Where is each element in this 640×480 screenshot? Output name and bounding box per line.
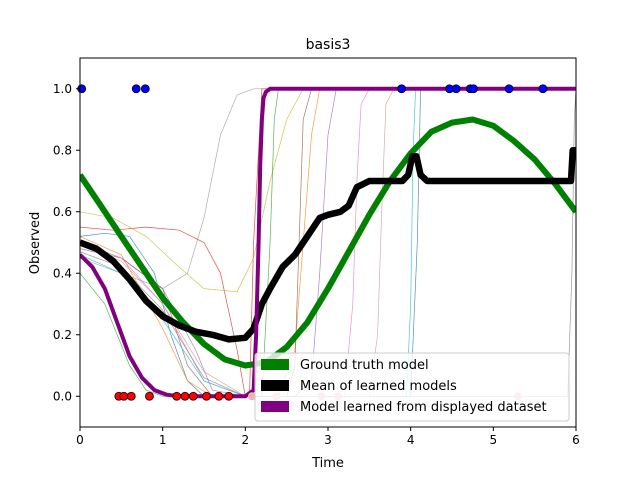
y-axis-label: Observed	[28, 212, 43, 275]
y-tick-label: 0.6	[53, 205, 72, 219]
blue-data-point	[140, 84, 150, 94]
blue-data-point	[504, 84, 514, 94]
red-data-point	[202, 391, 211, 401]
x-tick-label: 2	[242, 433, 250, 447]
blue-data-point	[538, 84, 548, 94]
legend-label-mean: Mean of learned models	[300, 379, 457, 394]
blue-data-point	[397, 84, 406, 94]
x-tick-label: 5	[490, 433, 498, 447]
faded-data-point	[247, 392, 256, 401]
blue-data-point	[451, 84, 461, 94]
red-data-point	[214, 391, 224, 401]
legend: Ground truth model Mean of learned model…	[254, 352, 570, 422]
legend-swatch-displayed	[261, 401, 289, 412]
mean-learned-line	[80, 147, 576, 343]
y-axis-ticks: 0.0 0.2 0.4 0.6 0.8 1.0	[53, 82, 80, 403]
red-data-point	[145, 391, 154, 401]
legend-label-displayed: Model learned from displayed dataset	[300, 400, 547, 415]
y-tick-label: 1.0	[53, 82, 72, 96]
y-tick-label: 0.2	[53, 328, 72, 342]
learned-model-line-2	[80, 88, 576, 397]
x-tick-label: 4	[407, 433, 415, 447]
legend-label-ground-truth: Ground truth model	[300, 358, 429, 373]
legend-swatch-mean	[261, 380, 289, 391]
x-axis-ticks: 0 1 2 3 4 5 6	[76, 427, 580, 447]
red-data-point	[172, 391, 182, 401]
legend-swatch-ground-truth	[261, 359, 289, 370]
blue-data-point	[131, 84, 141, 94]
x-tick-label: 1	[159, 433, 167, 447]
y-tick-label: 0.8	[53, 143, 72, 157]
ground-truth-line	[80, 116, 576, 369]
red-data-point	[119, 391, 129, 401]
red-data-point	[224, 391, 234, 401]
x-tick-label: 3	[324, 433, 332, 447]
y-tick-label: 0.4	[53, 266, 72, 280]
legend-box	[254, 352, 570, 422]
x-axis-label: Time	[311, 456, 344, 471]
red-data-point	[188, 391, 198, 401]
x-tick-label: 6	[572, 433, 580, 447]
blue-data-point	[469, 84, 478, 94]
chart-title: basis3	[306, 37, 351, 53]
red-data-point	[126, 391, 136, 401]
x-tick-label: 0	[76, 433, 84, 447]
red-data-point	[180, 391, 190, 401]
y-tick-label: 0.0	[53, 389, 72, 403]
